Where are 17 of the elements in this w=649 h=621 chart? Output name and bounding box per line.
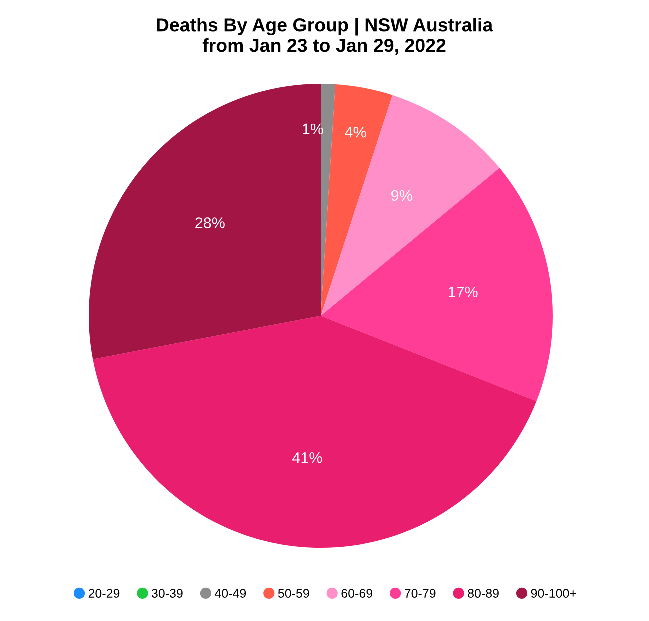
chart-title: Deaths By Age Group | NSW Australia from Jan 23 to Jan 29, 2022 — [157, 18, 494, 55]
pie-slice — [321, 168, 553, 402]
data-label: 17% — [448, 286, 478, 298]
data-label: 4% — [345, 127, 366, 138]
legend-label: 90-100+ — [531, 589, 576, 598]
legend-label: 50-59 — [278, 589, 310, 598]
legend-label: 70-79 — [404, 589, 436, 598]
pie-slice — [93, 316, 537, 548]
data-label: 1% — [303, 124, 324, 135]
legend-label: 30-39 — [152, 589, 183, 598]
legend-label: 80-89 — [468, 589, 499, 598]
legend-label: 40-49 — [214, 589, 246, 598]
legend-label: 20-29 — [88, 589, 120, 598]
data-label: 41% — [292, 452, 322, 464]
data-label: 28% — [196, 218, 225, 228]
data-label: 9% — [392, 190, 412, 202]
legend-label: 60-69 — [342, 589, 372, 598]
